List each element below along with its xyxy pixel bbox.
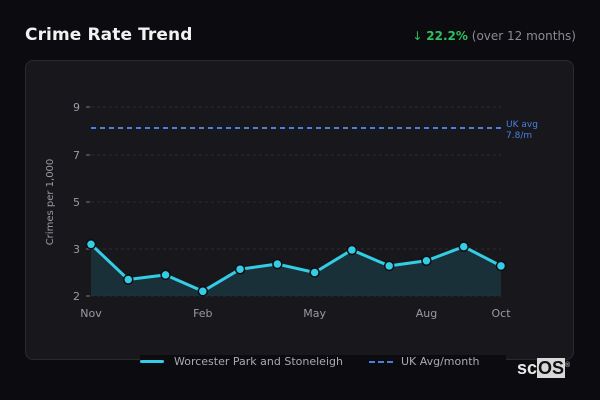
data-point[interactable] [272, 258, 283, 270]
x-tick-label: Oct [491, 307, 511, 320]
legend-label: Worcester Park and Stoneleigh [174, 355, 343, 368]
y-tick-label: 2 [73, 290, 80, 303]
data-point[interactable] [346, 244, 358, 256]
data-point[interactable] [495, 260, 507, 272]
y-axis-label: Crimes per 1,000 [45, 159, 56, 246]
data-point[interactable] [85, 239, 97, 250]
x-tick-label: Nov [80, 307, 102, 320]
y-tick-label: 7 [73, 149, 80, 162]
data-point[interactable] [123, 274, 134, 285]
data-point[interactable] [160, 269, 171, 281]
chart-card [25, 60, 574, 360]
watermark-logo: scOS® [517, 358, 570, 379]
x-tick-label: May [303, 307, 326, 320]
chart-title: Crime Rate Trend [25, 25, 193, 45]
down-arrow-icon: ↓ [412, 29, 423, 43]
solid-line-swatch-icon [140, 360, 164, 363]
data-point[interactable] [421, 255, 432, 266]
y-tick-label: 5 [73, 196, 80, 209]
change-percent: 22.2% [426, 29, 468, 43]
uk-avg-annotation: UK avg [506, 120, 538, 130]
data-point[interactable] [197, 286, 209, 297]
registered-mark: ® [565, 362, 571, 369]
legend-item-uk-avg[interactable]: UK Avg/month [368, 355, 480, 368]
change-indicator: ↓ 22.2% (over 12 months) [412, 29, 576, 43]
logo-prefix: sc [517, 358, 538, 378]
data-point[interactable] [383, 260, 395, 272]
data-point[interactable] [309, 267, 320, 278]
x-tick-label: Aug [416, 307, 437, 320]
dashed-line-swatch-icon [368, 360, 393, 363]
series-line [89, 243, 502, 293]
uk-avg-annotation: 7.8/m [506, 131, 532, 141]
legend-label: UK Avg/month [400, 355, 480, 368]
logo-highlight: OS [537, 358, 566, 378]
data-point[interactable] [234, 263, 246, 275]
change-period: (over 12 months) [471, 29, 576, 43]
x-tick-label: Feb [193, 307, 212, 320]
data-point[interactable] [458, 241, 469, 252]
series-area [91, 244, 501, 296]
y-tick-label: 3 [73, 243, 80, 256]
chart-legend: Worcester Park and Stoneleigh UK Avg/mon… [140, 355, 506, 368]
legend-item-series[interactable]: Worcester Park and Stoneleigh [140, 355, 343, 368]
y-tick-label: 9 [73, 101, 80, 114]
